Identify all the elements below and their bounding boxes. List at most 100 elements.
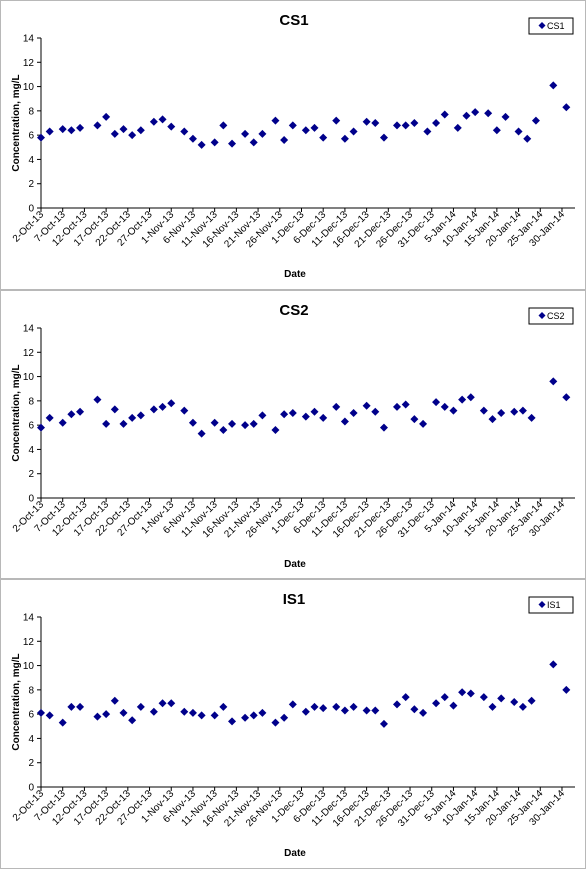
y-tick-label: 8 bbox=[28, 396, 34, 407]
data-point bbox=[319, 133, 328, 142]
data-point bbox=[449, 701, 458, 710]
data-point bbox=[249, 138, 258, 147]
data-point bbox=[188, 708, 197, 717]
data-point bbox=[180, 707, 189, 716]
data-point bbox=[180, 127, 189, 136]
data-point bbox=[497, 409, 506, 417]
data-point bbox=[393, 700, 401, 709]
data-point bbox=[362, 401, 371, 410]
data-point bbox=[102, 419, 111, 428]
legend-marker bbox=[538, 22, 546, 29]
data-point bbox=[93, 712, 102, 721]
chart-title: CS2 bbox=[279, 302, 308, 319]
data-point bbox=[136, 411, 145, 420]
chart-panel-is1: IS1 IS1 Concentration, mg/L Date 0 2 4 6 8 10 12 14… bbox=[0, 579, 586, 869]
data-point bbox=[149, 405, 158, 414]
y-tick-label: 0 bbox=[28, 204, 34, 215]
data-point bbox=[562, 685, 571, 694]
data-point bbox=[167, 399, 176, 408]
y-tick-label: 4 bbox=[28, 445, 34, 456]
data-point bbox=[45, 413, 54, 422]
data-point bbox=[362, 117, 371, 126]
data-point bbox=[393, 402, 401, 411]
y-axis-label: Concentration, mg/L bbox=[11, 74, 22, 171]
data-point bbox=[110, 696, 119, 705]
data-point bbox=[219, 702, 228, 711]
data-point bbox=[241, 421, 250, 430]
data-point bbox=[458, 688, 467, 697]
data-point bbox=[136, 702, 145, 711]
data-point bbox=[228, 717, 237, 726]
data-point bbox=[219, 121, 228, 130]
data-point bbox=[449, 406, 458, 415]
data-point bbox=[488, 415, 497, 424]
data-point bbox=[319, 413, 328, 422]
data-point bbox=[514, 127, 523, 136]
legend-marker bbox=[538, 601, 546, 608]
data-point bbox=[119, 708, 128, 717]
data-point bbox=[432, 398, 441, 407]
data-point bbox=[423, 127, 432, 136]
y-tick-label: 10 bbox=[23, 372, 35, 383]
data-point bbox=[210, 711, 219, 720]
data-point bbox=[466, 393, 475, 402]
data-point bbox=[432, 119, 441, 127]
data-point bbox=[340, 134, 349, 143]
data-point bbox=[340, 706, 349, 715]
data-point bbox=[67, 126, 76, 135]
y-tick-label: 12 bbox=[23, 58, 35, 69]
y-tick-label: 14 bbox=[23, 324, 35, 335]
data-point bbox=[158, 115, 167, 124]
y-tick-label: 0 bbox=[28, 494, 34, 505]
legend-label: CS2 bbox=[547, 311, 565, 321]
data-point bbox=[401, 693, 410, 702]
data-point bbox=[45, 127, 54, 136]
y-tick-label: 2 bbox=[28, 758, 34, 769]
data-point bbox=[349, 127, 358, 136]
chart-title: CS1 bbox=[279, 12, 308, 29]
data-point bbox=[197, 711, 206, 720]
data-point bbox=[271, 426, 280, 434]
data-point bbox=[332, 702, 341, 711]
y-tick-label: 2 bbox=[28, 179, 34, 190]
x-axis-label: Date bbox=[284, 559, 306, 570]
legend: CS2 bbox=[528, 307, 574, 325]
data-point bbox=[332, 116, 341, 125]
data-point bbox=[310, 123, 319, 132]
y-axis-label: Concentration, mg/L bbox=[11, 653, 22, 750]
y-tick-label: 6 bbox=[28, 710, 34, 721]
data-point bbox=[76, 702, 85, 711]
data-point bbox=[458, 395, 467, 404]
data-point bbox=[453, 123, 462, 132]
y-tick-label: 4 bbox=[28, 155, 34, 166]
data-point bbox=[271, 116, 280, 125]
data-point bbox=[93, 395, 102, 404]
data-point bbox=[349, 702, 358, 711]
data-point bbox=[58, 125, 67, 134]
data-point bbox=[510, 698, 519, 706]
data-point bbox=[149, 117, 158, 126]
data-point bbox=[510, 407, 519, 416]
data-point bbox=[167, 122, 176, 131]
data-point bbox=[280, 713, 289, 722]
y-tick-label: 12 bbox=[23, 348, 35, 359]
data-point bbox=[310, 407, 319, 416]
y-tick-label: 14 bbox=[23, 34, 35, 45]
legend-marker bbox=[538, 312, 546, 319]
data-point bbox=[58, 718, 67, 727]
data-point bbox=[249, 711, 258, 720]
data-point bbox=[258, 411, 267, 420]
data-point bbox=[37, 423, 45, 432]
chart-svg: IS1 IS1 Concentration, mg/L Date 0 2 4 6 8 10 12 14… bbox=[11, 591, 575, 859]
data-point bbox=[440, 402, 449, 411]
data-point bbox=[128, 716, 137, 725]
y-tick-label: 10 bbox=[23, 661, 35, 672]
data-point bbox=[410, 119, 419, 127]
y-tick-label: 0 bbox=[28, 783, 34, 794]
data-point bbox=[497, 694, 506, 703]
chart-panel-cs1: CS1 CS1 Concentration, mg/L Date 0 2 4 6 8 10 12 14… bbox=[0, 0, 586, 290]
data-point bbox=[371, 706, 380, 715]
data-point bbox=[136, 126, 145, 135]
data-point bbox=[518, 406, 527, 415]
data-point bbox=[167, 699, 176, 708]
